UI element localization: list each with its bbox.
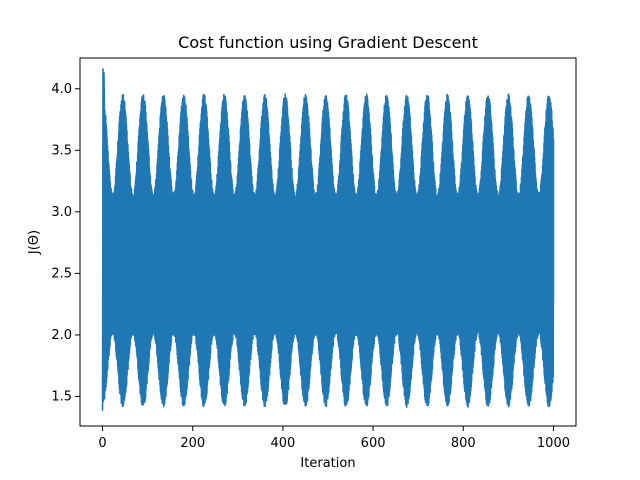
x-tick-label: 1000 bbox=[537, 436, 570, 451]
y-axis-label: J(Θ) bbox=[27, 230, 42, 255]
y-tick-label: 2.5 bbox=[51, 266, 72, 281]
series-layer bbox=[101, 68, 555, 411]
x-tick-label: 400 bbox=[270, 436, 295, 451]
x-tick-label: 600 bbox=[361, 436, 386, 451]
x-tick-label: 200 bbox=[180, 436, 205, 451]
x-axis-label: Iteration bbox=[300, 456, 355, 471]
x-tick-label: 0 bbox=[98, 436, 106, 451]
x-axis: 0 200 400 600 800 1000 bbox=[98, 426, 570, 451]
y-axis: 1.5 2.0 2.5 3.0 3.5 4.0 bbox=[51, 82, 80, 404]
y-tick-label: 1.5 bbox=[51, 389, 72, 404]
chart-title: Cost function using Gradient Descent bbox=[178, 33, 478, 52]
y-tick-label: 3.0 bbox=[51, 205, 72, 220]
cost-series-line bbox=[101, 68, 555, 411]
y-tick-label: 4.0 bbox=[51, 82, 72, 97]
y-tick-label: 2.0 bbox=[51, 328, 72, 343]
plot-area bbox=[79, 57, 577, 427]
y-tick-label: 3.5 bbox=[51, 143, 72, 158]
x-tick-label: 800 bbox=[451, 436, 476, 451]
